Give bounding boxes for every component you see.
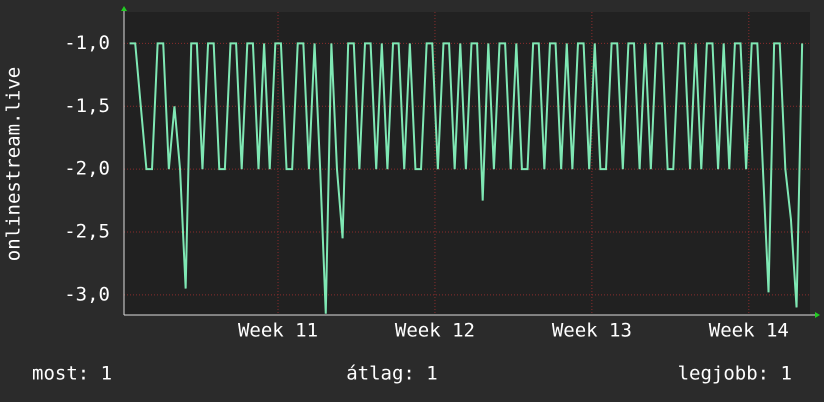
x-tick-label: Week 14: [709, 320, 789, 342]
y-axis-label: onlinestream.live: [3, 67, 25, 261]
footer-stat: legjobb: 1: [678, 363, 792, 385]
axis-arrow: [815, 312, 820, 318]
x-tick-label: Week 11: [238, 320, 318, 342]
x-tick-label: Week 12: [395, 320, 475, 342]
y-tick-label: -3,0: [64, 283, 110, 305]
y-tick-label: -1,0: [64, 32, 110, 54]
x-tick-label: Week 13: [552, 320, 632, 342]
axis-arrow: [121, 6, 127, 11]
footer-stat: most: 1: [32, 363, 112, 385]
footer-stat: átlag: 1: [346, 363, 438, 385]
y-tick-label: -2,0: [64, 158, 110, 180]
y-tick-label: -2,5: [64, 221, 110, 243]
data-line: [129, 42, 804, 314]
y-tick-label: -1,5: [64, 95, 110, 117]
